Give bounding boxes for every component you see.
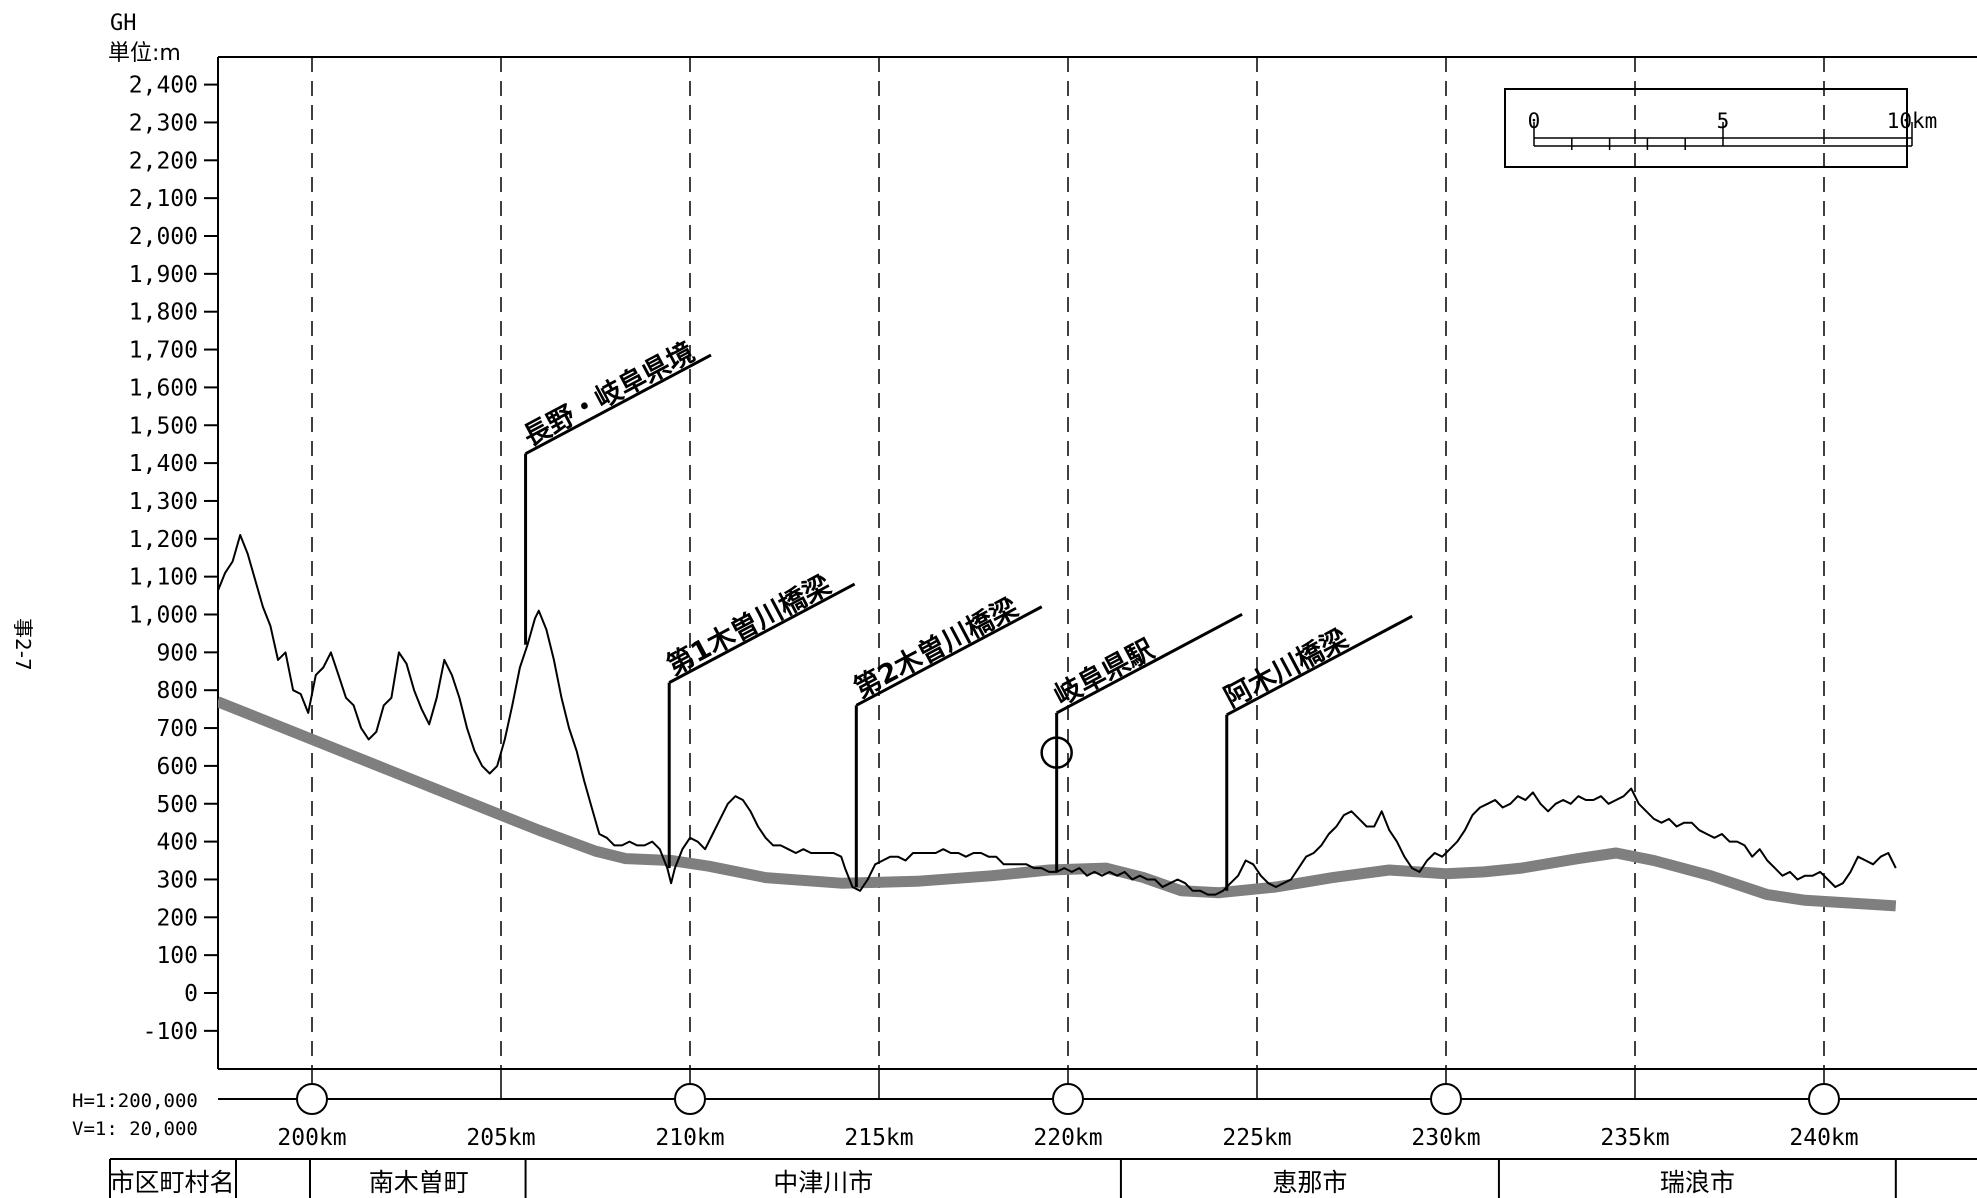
x-tick-label: 230km <box>1411 1125 1480 1151</box>
y-axis: -100 0 100 200 300 400 500 600 700 800 900 1,000 1,1… <box>129 57 219 1069</box>
feature-label: 第2木曽川橋梁 <box>849 591 1024 704</box>
municipality-cell: 瑞浪市 <box>1660 1168 1735 1197</box>
km-circle-marker <box>296 1083 328 1115</box>
grid <box>218 56 1977 1070</box>
x-tick-label: 205km <box>466 1125 535 1151</box>
feature-label: 岐阜県駅 <box>1049 634 1159 712</box>
y-tick-label: 2,400 <box>129 73 198 99</box>
scale-bar-frame <box>1504 88 1908 168</box>
x-tick-label: 220km <box>1033 1125 1102 1151</box>
feature-leader-diagonal <box>855 605 1043 707</box>
y-tick-label: 2,300 <box>129 110 198 136</box>
feature-leader-diagonal <box>668 582 856 684</box>
y-tick-label: 1,700 <box>129 338 198 364</box>
y-tick-label: 400 <box>156 830 198 856</box>
municipality-cells: 南木曽町 中津川市 恵那市 瑞浪市 <box>109 1158 1977 1198</box>
y-tick-label: 1,500 <box>129 413 198 439</box>
municipality-table: 南木曽町 中津川市 恵那市 瑞浪市 市区町村名 <box>109 1158 1977 1198</box>
y-tick-label: 100 <box>156 943 198 969</box>
horizontal-scale: H=1:200,000 <box>72 1090 198 1112</box>
km-circle-marker <box>1808 1083 1840 1115</box>
ground-profile-line <box>218 534 1897 896</box>
km-circle-marker <box>1052 1083 1084 1115</box>
scale-bar-label-10km: 10km <box>1887 109 1938 133</box>
y-tick-label: 1,100 <box>129 565 198 591</box>
y-axis-code: GH <box>110 11 137 36</box>
y-tick-label: 1,900 <box>129 262 198 288</box>
y-tick-label: 2,100 <box>129 186 198 212</box>
scale-bar-ruler <box>1533 122 1913 150</box>
y-tick-label: 1,600 <box>129 375 198 401</box>
x-tick-label: 200km <box>277 1125 346 1151</box>
y-axis-unit: 単位:m <box>108 41 181 66</box>
y-tick-label: 1,200 <box>129 527 198 553</box>
feature-label: 阿木川橋梁 <box>1219 623 1353 714</box>
feature-leader-diagonal <box>1226 614 1413 717</box>
y-tick-label: 1,800 <box>129 300 198 326</box>
y-tick-label: 2,000 <box>129 224 198 250</box>
y-tick-label: 500 <box>156 792 198 818</box>
y-tick-label: 0 <box>184 981 198 1007</box>
km-circle-marker <box>674 1083 706 1115</box>
feature-leader-diagonal <box>1055 612 1243 715</box>
x-tick-label: 235km <box>1600 1125 1669 1151</box>
y-tick-label: 1,300 <box>129 489 198 515</box>
y-tick-label: 2,200 <box>129 148 198 174</box>
municipality-cell: 恵那市 <box>1272 1168 1347 1197</box>
x-tick-label: 215km <box>844 1125 913 1151</box>
x-tick-label: 240km <box>1789 1125 1858 1151</box>
municipality-cell: 中津川市 <box>773 1168 873 1197</box>
y-tick-label: 300 <box>156 867 198 893</box>
y-tick-label: 700 <box>156 716 198 742</box>
vertical-scale: V=1: 20,000 <box>72 1118 198 1140</box>
y-tick-label: 900 <box>156 640 198 666</box>
x-tick-label: 210km <box>655 1125 724 1151</box>
x-tick-label: 225km <box>1222 1125 1291 1151</box>
y-tick-label: 800 <box>156 678 198 704</box>
km-circle-marker <box>1430 1083 1462 1115</box>
page-label: 事2-7 <box>11 618 35 671</box>
feature-label: 第1木曽川橋梁 <box>661 569 836 682</box>
scale-bar-label-0: 0 <box>1528 109 1541 133</box>
x-axis: 200km 205km 210km 215km 220km 225km 230km 235km… <box>218 1069 1977 1151</box>
y-tick-label: 1,000 <box>129 603 198 629</box>
feature-label: 長野・岐阜県境 <box>518 337 699 453</box>
y-tick-label: 1,400 <box>129 451 198 477</box>
y-tick-label: 600 <box>156 754 198 780</box>
y-tick-label: 200 <box>156 905 198 931</box>
scale-bar-label-5: 5 <box>1717 109 1730 133</box>
y-tick-label: -100 <box>143 1019 198 1045</box>
feature-leader-diagonal <box>524 353 712 455</box>
series <box>218 534 1897 912</box>
municipality-cell: 南木曽町 <box>369 1168 469 1197</box>
station-marker <box>1040 736 1073 769</box>
municipality-header: 市区町村名 <box>109 1168 234 1197</box>
scale-bar: 0 5 10km <box>1504 88 1938 168</box>
